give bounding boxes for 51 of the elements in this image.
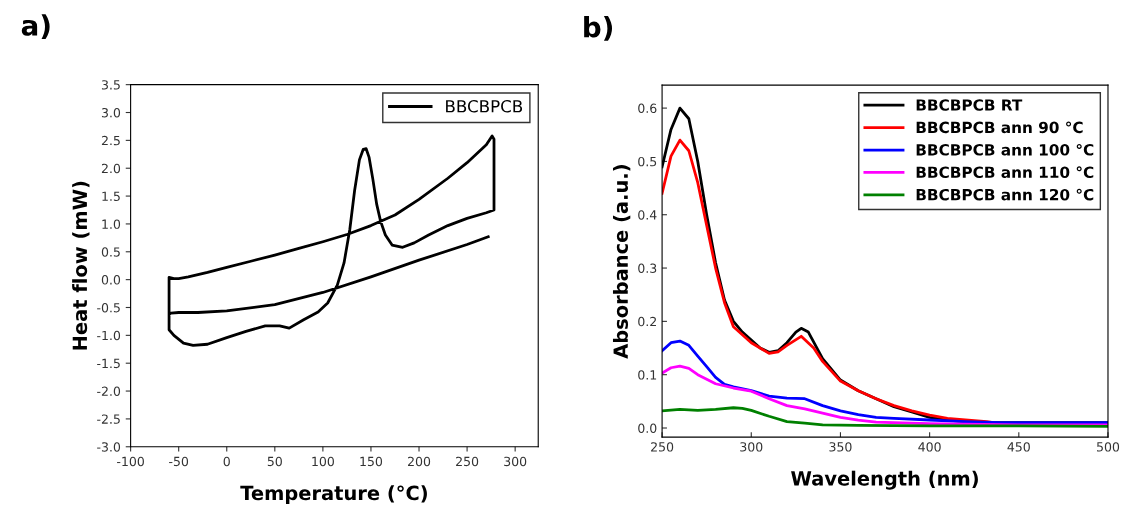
y-tick-label: 0.2 — [638, 316, 656, 327]
y-tick-label: -1.0 — [97, 330, 121, 341]
y-tick-label: 0.0 — [638, 423, 657, 433]
legend-label: BBCBPCB ann 120 °C — [916, 188, 1094, 201]
y-tick-label: 0.3 — [638, 263, 657, 273]
chart-title: a) — [21, 14, 50, 40]
x-axis-title: Temperature (°C) — [240, 485, 427, 505]
legend-label: BBCBPCB ann 100 °C — [916, 143, 1094, 156]
x-tick-label: 200 — [408, 456, 431, 467]
line-series — [167, 134, 496, 347]
x-tick-label: 250 — [651, 442, 674, 452]
y-tick-label: -0.5 — [97, 302, 120, 313]
x-tick-label: -100 — [117, 456, 144, 467]
x-tick-label: 400 — [918, 442, 941, 452]
legend-label: BBCBPCB ann 90 °C — [916, 121, 1083, 134]
y-tick-label: 0.5 — [101, 247, 120, 257]
y-axis-title: Heat flow (mW) — [72, 181, 90, 350]
y-tick-label: 3.0 — [101, 107, 121, 118]
y-tick-label: 1.0 — [102, 219, 121, 229]
x-tick-label: -50 — [169, 456, 189, 467]
y-tick-label: 0.0 — [101, 275, 121, 285]
y-tick-label: 2.0 — [101, 163, 121, 174]
x-tick-label: 50 — [267, 456, 282, 467]
x-axis-title: Wavelength (nm) — [791, 470, 978, 490]
y-tick-label: 0.1 — [638, 370, 657, 380]
y-tick-label: 0.6 — [638, 103, 657, 114]
line-series — [662, 339, 1108, 425]
x-tick-label: 450 — [1007, 442, 1030, 452]
x-tick-label: 500 — [1097, 442, 1120, 452]
y-axis-title: Absorbance (a.u.) — [612, 165, 631, 359]
chart-title: b) — [584, 16, 613, 41]
y-tick-label: 1.5 — [102, 191, 120, 201]
y-tick-label: -2.5 — [97, 414, 120, 424]
legend-label: BBCBPCB ann 110 °C — [916, 166, 1094, 179]
y-tick-label: 2.5 — [101, 135, 120, 146]
x-tick-label: 150 — [360, 456, 383, 467]
y-tick-label: -3.0 — [97, 442, 121, 452]
x-tick-label: 100 — [312, 456, 334, 467]
legend-label: BBCBPCB — [446, 99, 523, 113]
x-tick-label: 250 — [456, 456, 479, 467]
y-tick-label: 0.4 — [638, 210, 657, 220]
x-tick-label: 300 — [740, 442, 763, 452]
x-tick-label: 0 — [223, 456, 230, 467]
legend-label: BBCBPCB RT — [916, 99, 1023, 111]
y-tick-label: -2.0 — [97, 386, 121, 396]
y-tick-label: 0.5 — [638, 156, 657, 167]
x-tick-label: 300 — [504, 456, 527, 467]
x-tick-label: 350 — [829, 442, 852, 452]
y-tick-label: 3.5 — [101, 80, 120, 90]
line-series — [662, 406, 1108, 428]
y-tick-label: -1.5 — [97, 358, 120, 369]
